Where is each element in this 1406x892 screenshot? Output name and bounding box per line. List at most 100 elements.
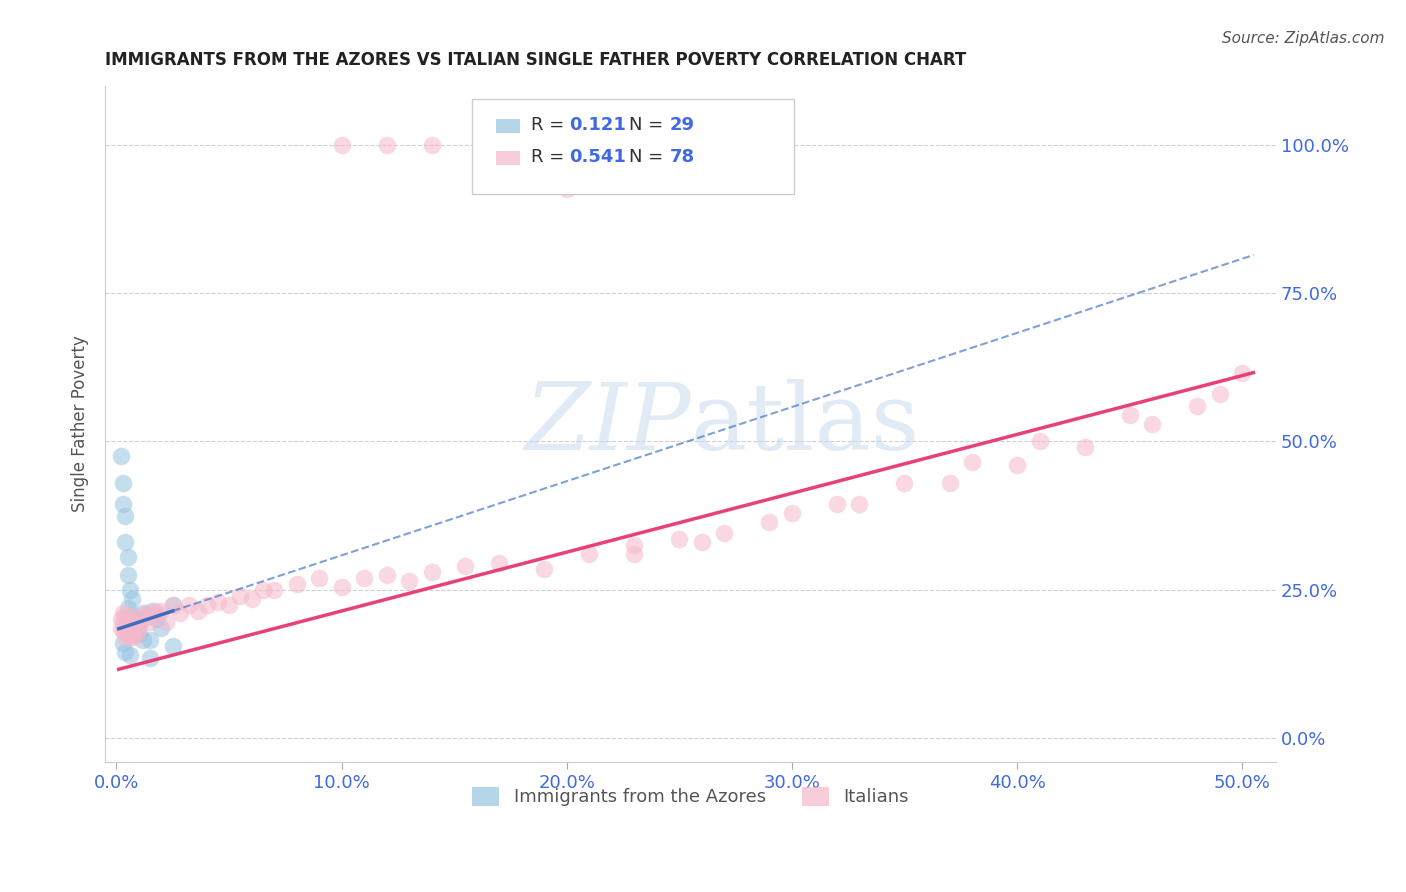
Point	[141, 603, 163, 617]
Text: 29: 29	[669, 116, 695, 134]
Point	[285, 576, 308, 591]
Point	[124, 615, 146, 630]
Point	[308, 571, 330, 585]
Point	[132, 612, 155, 626]
Point	[114, 609, 136, 624]
Point	[488, 137, 510, 152]
Point	[150, 603, 173, 617]
Point	[143, 603, 166, 617]
Text: R =: R =	[531, 147, 571, 166]
Point	[1140, 417, 1163, 431]
Point	[114, 645, 136, 659]
Point	[128, 627, 150, 641]
Point	[229, 589, 252, 603]
Point	[114, 508, 136, 523]
Text: Source: ZipAtlas.com: Source: ZipAtlas.com	[1222, 31, 1385, 46]
Point	[132, 633, 155, 648]
Point	[118, 621, 141, 635]
Point	[1208, 387, 1230, 401]
Point	[129, 609, 152, 624]
Point	[162, 598, 184, 612]
Point	[114, 535, 136, 549]
Point	[117, 600, 139, 615]
Point	[118, 630, 141, 644]
Text: N =: N =	[628, 116, 668, 134]
Point	[758, 515, 780, 529]
Point	[114, 630, 136, 644]
Point	[162, 598, 184, 612]
Point	[668, 533, 690, 547]
Point	[118, 582, 141, 597]
Point	[218, 598, 240, 612]
Point	[893, 475, 915, 490]
Text: 0.541: 0.541	[569, 147, 626, 166]
Point	[848, 497, 870, 511]
FancyBboxPatch shape	[496, 151, 520, 165]
Point	[110, 621, 132, 635]
Point	[129, 612, 152, 626]
Point	[112, 615, 135, 630]
Point	[132, 607, 155, 621]
Point	[1230, 366, 1253, 380]
FancyBboxPatch shape	[471, 99, 793, 194]
Text: IMMIGRANTS FROM THE AZORES VS ITALIAN SINGLE FATHER POVERTY CORRELATION CHART: IMMIGRANTS FROM THE AZORES VS ITALIAN SI…	[105, 51, 966, 69]
FancyBboxPatch shape	[496, 120, 520, 133]
Point	[240, 591, 263, 606]
Point	[398, 574, 420, 588]
Point	[112, 607, 135, 621]
Text: N =: N =	[628, 147, 668, 166]
Point	[375, 568, 398, 582]
Legend: Immigrants from the Azores, Italians: Immigrants from the Azores, Italians	[465, 780, 917, 814]
Point	[124, 621, 146, 635]
Point	[141, 609, 163, 624]
Point	[150, 621, 173, 635]
Point	[169, 607, 191, 621]
Point	[112, 624, 135, 639]
Point	[155, 615, 177, 630]
Point	[780, 506, 803, 520]
Point	[623, 547, 645, 561]
Point	[195, 598, 218, 612]
Point	[118, 609, 141, 624]
Point	[938, 475, 960, 490]
Point	[533, 562, 555, 576]
Point	[146, 607, 169, 621]
Text: 78: 78	[669, 147, 695, 166]
Point	[162, 639, 184, 653]
Point	[139, 615, 162, 630]
Point	[110, 612, 132, 626]
Point	[713, 526, 735, 541]
Point	[112, 475, 135, 490]
Text: atlas: atlas	[690, 378, 920, 468]
Point	[263, 582, 285, 597]
Point	[146, 612, 169, 626]
Point	[960, 455, 983, 469]
Point	[121, 609, 143, 624]
Point	[118, 648, 141, 662]
Point	[118, 615, 141, 630]
Point	[125, 618, 148, 632]
Point	[135, 607, 157, 621]
Point	[645, 153, 668, 167]
Point	[121, 591, 143, 606]
Point	[375, 137, 398, 152]
Point	[454, 559, 477, 574]
Point	[1073, 441, 1095, 455]
Point	[121, 615, 143, 630]
Text: ZIP: ZIP	[524, 378, 690, 468]
Text: 0.121: 0.121	[569, 116, 626, 134]
Point	[690, 535, 713, 549]
Point	[112, 636, 135, 650]
Point	[110, 450, 132, 464]
Point	[117, 621, 139, 635]
Point	[578, 547, 600, 561]
Text: R =: R =	[531, 116, 571, 134]
Point	[125, 627, 148, 641]
Point	[117, 550, 139, 565]
Point	[1185, 399, 1208, 413]
Point	[555, 182, 578, 196]
Point	[825, 497, 848, 511]
Point	[1118, 408, 1140, 422]
Point	[623, 538, 645, 552]
Point	[177, 598, 200, 612]
